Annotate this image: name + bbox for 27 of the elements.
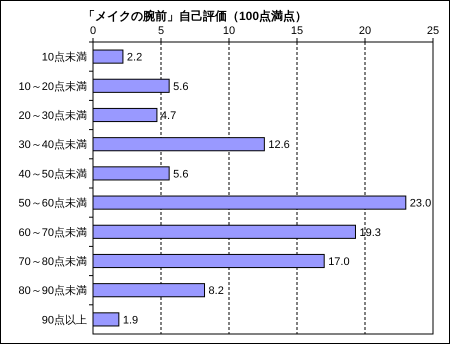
data-label: 5.6	[173, 168, 188, 180]
y-tick-label: 10点未満	[42, 50, 87, 64]
y-tick-label: 50～60点未満	[18, 196, 87, 210]
x-tick-label: 20	[358, 25, 372, 37]
data-label: 2.2	[126, 52, 142, 64]
y-tick-label: 30～40点未満	[18, 138, 87, 152]
data-label: 1.9	[122, 314, 138, 326]
data-label: 5.6	[173, 80, 188, 93]
data-label: 4.7	[160, 110, 176, 122]
y-tick-label: 40～50点未満	[18, 167, 87, 180]
data-label: 17.0	[328, 256, 350, 268]
data-label: 8.2	[208, 285, 224, 298]
x-tick-label: 0	[90, 25, 96, 37]
y-tick-label: 80～90点未満	[18, 284, 87, 298]
x-tick-label: 10	[222, 25, 236, 37]
x-tick-label: 25	[426, 25, 440, 37]
data-label: 23.0	[410, 198, 432, 210]
y-tick-label: 10～20点未満	[18, 80, 87, 93]
x-tick-label: 15	[290, 25, 304, 37]
y-tick-label: 20～30点未満	[18, 109, 87, 122]
data-label: 19.3	[359, 226, 381, 239]
y-tick-label: 60～70点未満	[18, 226, 87, 239]
x-tick-label: 5	[158, 25, 164, 37]
y-tick-label: 70～80点未満	[18, 255, 87, 268]
y-tick-label: 90点以上	[42, 313, 87, 326]
chart-title: 「メイクの腕前」自己評価（100点満点）	[82, 9, 308, 23]
data-label: 12.6	[268, 139, 290, 152]
